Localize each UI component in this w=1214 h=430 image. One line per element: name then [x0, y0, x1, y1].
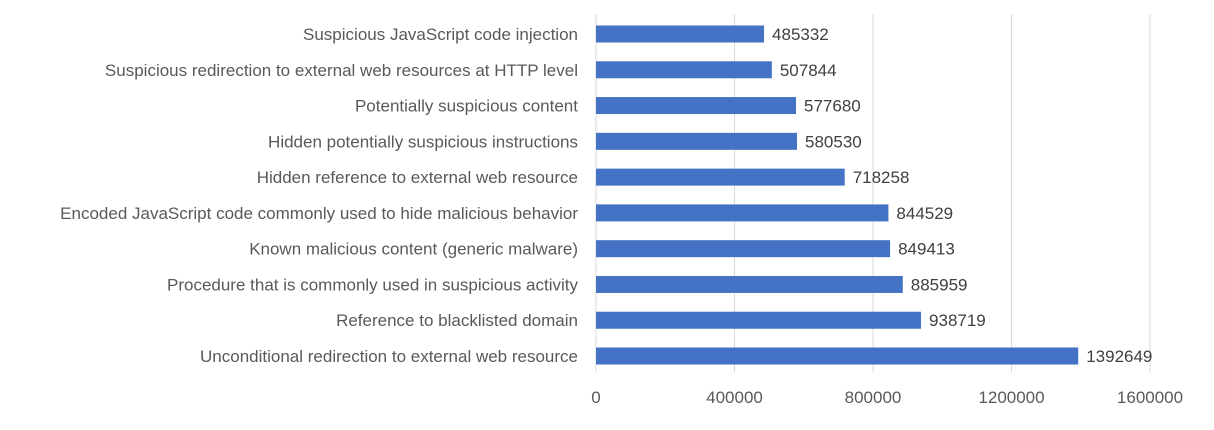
- category-label: Unconditional redirection to external we…: [200, 347, 578, 366]
- data-label: 580530: [805, 132, 862, 151]
- x-axis-ticks: 0 400000 800000 1200000 1600000: [591, 388, 1183, 407]
- bar: [596, 347, 1079, 365]
- data-label: 485332: [772, 25, 829, 44]
- category-label: Hidden reference to external web resourc…: [257, 168, 578, 187]
- x-tick-label: 400000: [706, 388, 763, 407]
- category-label: Encoded JavaScript code commonly used to…: [60, 204, 578, 223]
- category-label: Reference to blacklisted domain: [336, 311, 578, 330]
- x-tick-label: 800000: [845, 388, 902, 407]
- bar: [596, 311, 922, 329]
- category-label: Procedure that is commonly used in suspi…: [167, 275, 579, 294]
- data-label: 718258: [853, 168, 910, 187]
- category-label: Suspicious JavaScript code injection: [303, 25, 578, 44]
- x-tick-label: 1600000: [1117, 388, 1183, 407]
- bar: [596, 25, 765, 43]
- bar: [596, 61, 772, 79]
- data-label: 577680: [804, 97, 861, 116]
- data-label: 1392649: [1086, 347, 1152, 366]
- bar: [596, 240, 891, 258]
- category-label: Known malicious content (generic malware…: [249, 240, 578, 259]
- x-tick-label: 1200000: [978, 388, 1044, 407]
- data-label: 885959: [911, 275, 968, 294]
- bars: [596, 25, 1079, 365]
- bar: [596, 168, 845, 186]
- category-label: Hidden potentially suspicious instructio…: [268, 132, 578, 151]
- bar: [596, 275, 903, 293]
- category-label: Potentially suspicious content: [355, 97, 578, 116]
- bar: [596, 97, 797, 115]
- data-label: 844529: [896, 204, 953, 223]
- category-labels: Suspicious JavaScript code injection Susp…: [60, 25, 578, 366]
- x-tick-label: 0: [591, 388, 600, 407]
- bar: [596, 204, 889, 222]
- data-label: 849413: [898, 240, 955, 259]
- bar: [596, 132, 798, 150]
- data-label: 507844: [780, 61, 837, 80]
- category-label: Suspicious redirection to external web r…: [105, 61, 578, 80]
- data-label: 938719: [929, 311, 986, 330]
- data-labels: 485332 507844 577680 580530 718258 844529 8494…: [772, 25, 1152, 366]
